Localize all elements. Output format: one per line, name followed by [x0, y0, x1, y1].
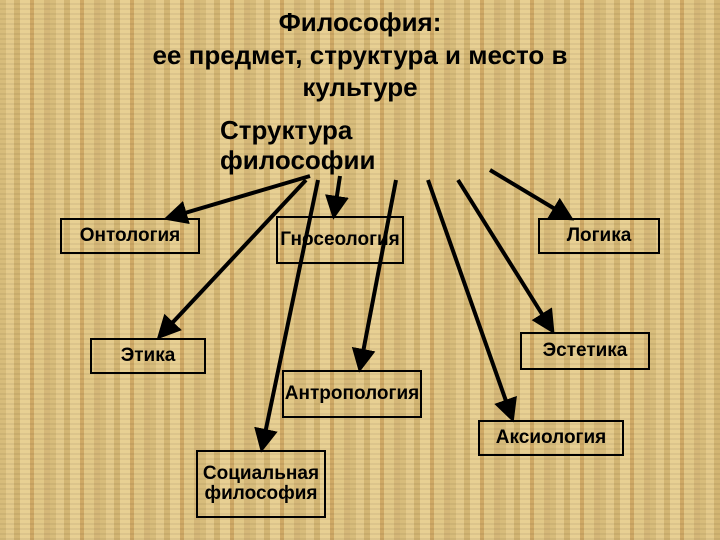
node-label: Логика: [567, 226, 632, 246]
arrow: [334, 176, 340, 215]
arrow: [428, 180, 512, 418]
arrow: [360, 180, 396, 368]
node-anthropology: Антропология: [282, 370, 422, 418]
node-social: Социальная философия: [196, 450, 326, 518]
node-aesthetics: Эстетика: [520, 332, 650, 370]
node-gnoseology: Гносеология: [276, 216, 404, 264]
node-label: Социальная философия: [202, 464, 320, 504]
node-axiology: Аксиология: [478, 420, 624, 456]
node-label: Гносеология: [280, 230, 400, 250]
node-label: Эстетика: [543, 341, 628, 361]
node-label: Антропология: [285, 384, 419, 404]
node-ontology: Онтология: [60, 218, 200, 254]
node-ethics: Этика: [90, 338, 206, 374]
node-label: Онтология: [80, 226, 181, 246]
node-label: Аксиология: [496, 428, 606, 448]
arrows-layer: [0, 0, 720, 540]
node-logic: Логика: [538, 218, 660, 254]
arrow: [490, 170, 570, 218]
node-label: Этика: [121, 346, 176, 366]
